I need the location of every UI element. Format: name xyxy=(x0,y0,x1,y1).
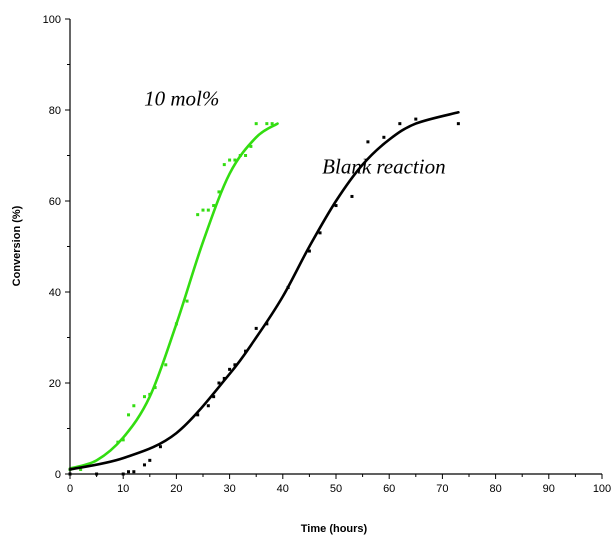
x-tick-label: 70 xyxy=(436,483,448,495)
blank-data-point xyxy=(206,404,210,408)
catalyst-fit-line xyxy=(68,122,279,470)
x-tick-label: 40 xyxy=(277,483,289,495)
blank-fit-line xyxy=(68,111,460,471)
catalyst-data-point xyxy=(164,363,168,367)
catalyst-data-point xyxy=(185,299,189,303)
y-tick-label: 40 xyxy=(49,287,61,299)
catalyst-data-point xyxy=(238,154,242,157)
blank-data-point xyxy=(148,458,152,462)
blank-data-point xyxy=(286,285,290,289)
blank-data-point xyxy=(217,381,221,385)
blank-data-point xyxy=(350,194,354,198)
blank-data-point xyxy=(244,349,248,353)
catalyst-data-point xyxy=(153,386,157,390)
catalyst-data-point xyxy=(206,208,210,212)
blank-data-point xyxy=(222,376,226,380)
blank-data-point xyxy=(334,204,338,208)
blank-data-point xyxy=(307,249,311,253)
blank-data-point xyxy=(212,395,216,399)
catalyst-data-point xyxy=(201,208,205,212)
catalyst-data-point xyxy=(254,122,258,126)
blank-annotation: Blank reaction xyxy=(322,155,445,179)
blank-data-point xyxy=(382,135,386,139)
x-tick-label: 60 xyxy=(383,483,395,495)
catalyst-data-point xyxy=(222,163,226,167)
catalyst-data-point xyxy=(217,190,221,194)
blank-data-point xyxy=(233,363,237,367)
blank-data-point xyxy=(127,470,131,474)
x-tick-label: 80 xyxy=(489,483,501,495)
catalyst-annotation: 10 mol% xyxy=(144,86,219,110)
catalyst-data-point xyxy=(127,413,131,417)
catalyst-data-point xyxy=(244,154,248,157)
blank-data-point xyxy=(265,322,269,326)
catalyst-data-point xyxy=(121,438,125,442)
catalyst-data-point xyxy=(116,440,120,444)
x-tick-label: 90 xyxy=(543,483,555,495)
x-tick-label: 20 xyxy=(170,483,182,495)
x-tick-label: 50 xyxy=(330,483,342,495)
x-axis-title: Time (hours) xyxy=(301,523,368,535)
catalyst-data-point xyxy=(265,122,269,126)
catalyst-data-point xyxy=(142,395,146,399)
catalyst-data-point xyxy=(174,322,178,326)
x-tick-label: 30 xyxy=(223,483,235,495)
catalyst-data-point xyxy=(132,404,136,408)
blank-data-point xyxy=(142,463,146,467)
x-tick-label: 10 xyxy=(117,483,129,495)
y-tick-label: 20 xyxy=(49,378,61,390)
catalyst-data-point xyxy=(212,204,216,208)
y-tick-label: 100 xyxy=(43,14,61,26)
blank-data-point xyxy=(132,470,136,474)
blank-data-point xyxy=(318,231,322,235)
y-tick-label: 0 xyxy=(55,469,61,481)
blank-data-point xyxy=(414,117,418,121)
blank-data-point xyxy=(456,122,460,126)
catalyst-data-point xyxy=(249,144,253,148)
y-tick-label: 80 xyxy=(49,105,61,117)
catalyst-data-point xyxy=(228,158,232,162)
blank-data-point xyxy=(196,413,200,417)
catalyst-data-point xyxy=(196,213,200,217)
blank-data-point xyxy=(366,140,370,144)
catalyst-data-point xyxy=(79,467,83,471)
catalyst-data-point xyxy=(148,392,152,396)
catalyst-data-point xyxy=(233,158,237,162)
x-tick-label: 0 xyxy=(67,483,73,495)
blank-data-point xyxy=(254,326,258,330)
y-axis-title: Conversion (%) xyxy=(11,205,23,286)
catalyst-data-point xyxy=(270,122,274,126)
x-tick-label: 100 xyxy=(593,483,611,495)
y-tick-label: 60 xyxy=(49,196,61,208)
blank-data-point xyxy=(398,122,402,126)
blank-data-point xyxy=(228,367,232,371)
blank-data-point xyxy=(158,445,162,449)
